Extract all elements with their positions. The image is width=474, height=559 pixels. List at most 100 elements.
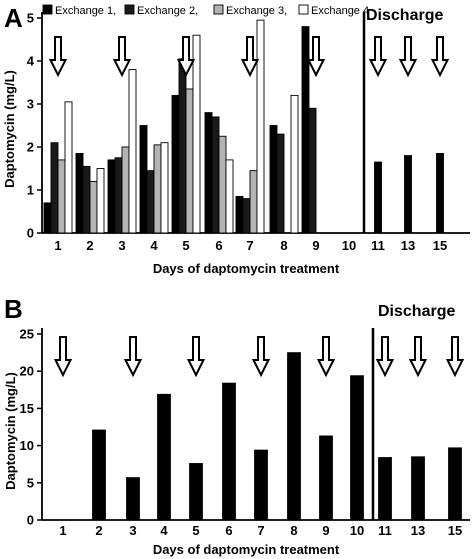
bar-exchange-2 <box>211 116 220 234</box>
discharge-label: Discharge <box>378 303 455 320</box>
bar-exchange-1 <box>436 152 444 234</box>
bar <box>350 375 364 521</box>
y-tick-label: 0 <box>27 226 34 241</box>
panel-b: B 0 5 10 15 20 25 Discharge 1 2 3 4 5 6 7 8 9 10 11 13 15 Day… <box>3 294 470 557</box>
x-tick-label: 7 <box>257 523 264 538</box>
x-tick-label: 4 <box>150 238 158 253</box>
dosing-arrow <box>176 36 196 78</box>
dosing-arrow <box>408 336 428 378</box>
y-tick-label: 2 <box>27 140 34 155</box>
panel-letter: A <box>4 3 23 33</box>
y-tick-label: 5 <box>27 475 34 490</box>
bar-exchange-3 <box>153 144 162 234</box>
bar-exchange-2 <box>308 107 317 234</box>
discharge-label: Discharge <box>366 7 443 24</box>
bar-exchange-3 <box>249 170 258 234</box>
y-tick-label: 20 <box>20 364 34 379</box>
dosing-arrow <box>430 36 450 78</box>
x-tick-label: 3 <box>129 523 136 538</box>
bar-exchange-3 <box>185 88 194 234</box>
bar-exchange-4 <box>290 94 299 234</box>
dosing-arrow <box>53 336 73 378</box>
bar-exchange-2 <box>146 170 155 234</box>
bar <box>222 382 236 521</box>
dosing-arrow <box>306 36 326 78</box>
bar <box>378 457 392 521</box>
bar-exchange-2 <box>242 198 251 234</box>
legend-swatch-exchange-4 <box>298 4 309 15</box>
y-tick-label: 10 <box>20 438 34 453</box>
legend-swatch-exchange-3 <box>213 4 224 15</box>
panel-letter: B <box>4 294 23 324</box>
y-axis-title: Daptomycin (mg/L) <box>3 372 18 490</box>
bar-exchange-1 <box>171 94 180 234</box>
x-tick-label: 9 <box>322 523 329 538</box>
legend-label-exchange-2: Exchange 2, <box>137 5 198 17</box>
x-tick-label: 1 <box>54 238 61 253</box>
bar <box>157 393 171 521</box>
y-tick-label: 1 <box>27 183 34 198</box>
bar-exchange-1 <box>301 26 310 234</box>
x-tick-label: 1 <box>59 523 66 538</box>
bar-exchange-1 <box>107 159 116 234</box>
x-tick-label: 8 <box>280 238 287 253</box>
bar-exchange-1 <box>43 202 52 234</box>
bar-exchange-3 <box>218 135 227 234</box>
legend-swatch-exchange-2 <box>124 4 135 15</box>
bar-exchange-1 <box>204 112 213 234</box>
x-tick-label: 10 <box>342 238 356 253</box>
x-tick-label: 7 <box>246 238 253 253</box>
y-axis-title: Daptomycin (mg/L) <box>2 70 17 188</box>
legend-swatch-exchange-1 <box>42 4 53 15</box>
dosing-arrow <box>398 36 418 78</box>
bar-exchange-2 <box>50 142 59 234</box>
bar-exchange-2 <box>178 58 187 234</box>
x-tick-label: 11 <box>371 238 385 253</box>
x-axis-title: Days of daptomycin treatment <box>153 261 340 276</box>
bar-exchange-4 <box>64 101 73 234</box>
bar-exchange-4 <box>192 34 201 234</box>
x-tick-label: 6 <box>215 238 222 253</box>
x-tick-label: 6 <box>225 523 232 538</box>
bar-exchange-3 <box>57 159 66 234</box>
bar-exchange-1 <box>404 155 412 234</box>
x-tick-label: 9 <box>312 238 319 253</box>
bar <box>319 435 333 521</box>
panel-a: A 0 1 2 3 4 5 Discharge 1 2 3 4 5 6 7 8 9 10 11 13 15 Days of… <box>2 3 470 276</box>
dosing-arrow <box>316 336 336 378</box>
bar-exchange-4 <box>256 19 265 234</box>
bar <box>287 352 301 521</box>
bar-exchange-1 <box>374 161 382 234</box>
bar-exchange-3 <box>89 180 98 234</box>
legend-label-exchange-3: Exchange 3, <box>226 5 287 17</box>
y-tick-label: 5 <box>27 11 34 26</box>
y-tick-label: 25 <box>20 327 34 342</box>
bar-exchange-1 <box>269 125 278 234</box>
x-tick-label: 5 <box>192 523 199 538</box>
bar-exchange-4 <box>160 142 169 234</box>
x-tick-label: 11 <box>378 523 392 538</box>
x-axis-title: Days of daptomycin treatment <box>153 542 340 557</box>
bar-exchange-1 <box>139 125 148 234</box>
x-tick-label: 8 <box>290 523 297 538</box>
bar-exchange-1 <box>235 195 244 234</box>
bar <box>92 429 106 521</box>
x-tick-label: 13 <box>401 238 415 253</box>
dosing-arrow <box>48 36 68 78</box>
y-tick-label: 15 <box>20 401 34 416</box>
bar-exchange-1 <box>75 152 84 234</box>
y-tick-label: 3 <box>27 97 34 112</box>
dosing-arrow <box>368 36 388 78</box>
bar-exchange-2 <box>114 157 123 234</box>
legend-label-exchange-4: Exchange 4 <box>311 5 369 17</box>
bar-exchange-4 <box>96 168 105 234</box>
bar <box>411 456 425 521</box>
bar-exchange-4 <box>225 159 234 234</box>
dosing-arrow <box>240 36 260 78</box>
y-tick-label: 4 <box>27 54 35 69</box>
bar <box>448 447 462 521</box>
x-tick-label: 15 <box>433 238 447 253</box>
y-tick-label: 0 <box>27 513 34 528</box>
x-tick-label: 3 <box>118 238 125 253</box>
